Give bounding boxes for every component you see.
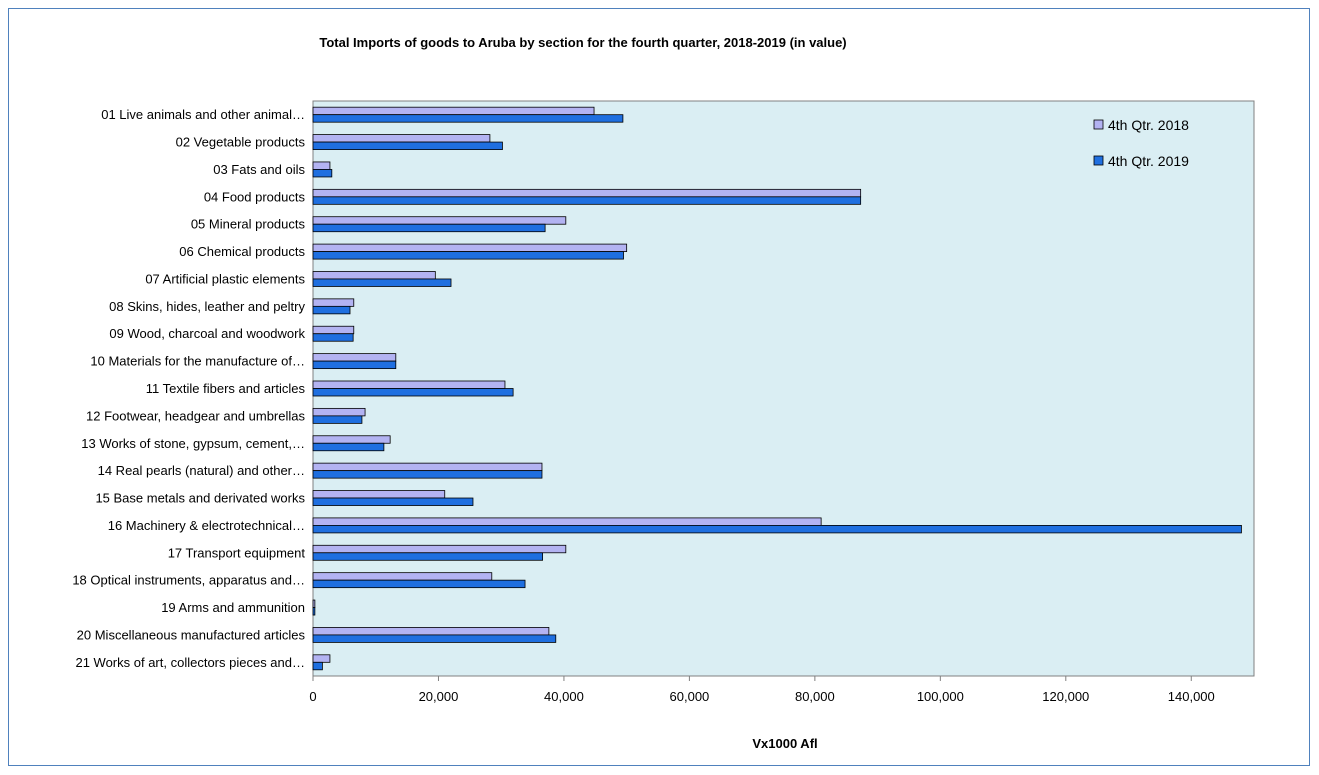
bar-2018-12 — [312, 407, 366, 417]
bar-2019-20 — [312, 634, 557, 643]
bar-2018-6 — [312, 243, 628, 252]
bar-2018-19 — [312, 599, 316, 608]
category-label: 02 Vegetable products — [176, 135, 306, 150]
bar-2019-16 — [312, 525, 1242, 534]
bar-2019-2 — [312, 141, 503, 150]
category-label: 04 Food products — [204, 189, 306, 204]
bar-2018-13 — [312, 435, 391, 444]
category-label: 21 Works of art, collectors pieces and… — [75, 655, 305, 670]
category-label: 12 Footwear, headgear and umbrellas — [86, 408, 305, 423]
x-tick-label: 20,000 — [419, 689, 459, 704]
category-label: 19 Arms and ammunition — [161, 600, 305, 615]
bar-2019-7 — [312, 278, 452, 287]
x-tick-label: 40,000 — [544, 689, 584, 704]
x-tick-label: 60,000 — [670, 689, 710, 704]
bar-2019-15 — [312, 497, 474, 506]
legend: 4th Qtr. 2018 4th Qtr. 2019 — [1093, 117, 1189, 169]
bar-2018-15 — [312, 490, 446, 499]
category-label: 09 Wood, charcoal and woodwork — [109, 326, 305, 341]
category-label: 11 Textile fibers and articles — [146, 381, 306, 396]
bar-2018-4 — [312, 188, 862, 198]
bar-2018-8 — [312, 298, 355, 307]
chart-frame: Total Imports of goods to Aruba by secti… — [8, 8, 1310, 766]
bar-2019-9 — [312, 333, 354, 342]
bar-2018-7 — [312, 271, 436, 280]
legend-swatch-2019 — [1093, 155, 1104, 166]
bar-chart: Total Imports of goods to Aruba by secti… — [72, 35, 1255, 751]
legend-label-2018: 4th Qtr. 2018 — [1108, 117, 1189, 133]
category-label: 20 Miscellaneous manufactured articles — [77, 627, 306, 642]
x-axis-title: Vx1000 Afl — [752, 736, 817, 751]
category-label: 08 Skins, hides, leather and peltry — [109, 299, 305, 314]
bar-2018-16 — [312, 517, 822, 526]
category-label: 17 Transport equipment — [168, 545, 306, 560]
bar-2018-3 — [312, 161, 331, 170]
chart-title: Total Imports of goods to Aruba by secti… — [319, 35, 846, 50]
bar-2019-14 — [312, 470, 543, 479]
bar-2018-17 — [312, 544, 567, 554]
category-label: 03 Fats and oils — [213, 162, 305, 177]
category-labels: 01 Live animals and other animal… 02 Vege… — [72, 107, 305, 670]
bar-2018-14 — [312, 462, 543, 472]
category-label: 13 Works of stone, gypsum, cement,… — [81, 436, 305, 451]
category-label: 15 Base metals and derivated works — [95, 491, 305, 506]
x-tick-label: 140,000 — [1168, 689, 1215, 704]
bar-2019-19 — [312, 607, 316, 616]
bar-2019-21 — [312, 661, 323, 671]
bar-2018-18 — [312, 572, 493, 581]
bar-2019-12 — [312, 415, 363, 424]
bar-2019-4 — [312, 196, 862, 205]
category-label: 01 Live animals and other animal… — [101, 107, 305, 122]
bar-2019-18 — [312, 579, 526, 589]
x-tick-label: 100,000 — [917, 689, 964, 704]
bar-2018-5 — [312, 216, 567, 225]
bar-2018-11 — [312, 380, 506, 389]
bar-2019-10 — [312, 360, 397, 370]
category-label: 06 Chemical products — [179, 244, 305, 259]
x-tick-label: 120,000 — [1042, 689, 1089, 704]
bar-2019-3 — [312, 169, 333, 178]
category-label: 10 Materials for the manufacture of… — [90, 354, 305, 369]
x-axis: 0 20,000 40,000 60,000 80,000 100,000 120,000 1… — [309, 675, 1254, 704]
bar-2019-8 — [312, 305, 351, 315]
bar-2019-6 — [312, 251, 624, 260]
category-label: 14 Real pearls (natural) and other… — [98, 463, 305, 478]
category-label: 16 Machinery & electrotechnical… — [108, 518, 305, 533]
legend-swatch-2018 — [1093, 119, 1104, 130]
category-label: 07 Artificial plastic elements — [145, 271, 305, 286]
bar-2019-11 — [312, 388, 514, 397]
bar-2018-9 — [312, 325, 355, 335]
bar-2018-20 — [312, 627, 550, 636]
bar-2019-5 — [312, 223, 546, 233]
bar-2019-1 — [312, 114, 624, 123]
bar-2019-13 — [312, 442, 385, 452]
x-tick-label: 0 — [309, 689, 316, 704]
bar-2018-21 — [312, 654, 331, 663]
bars-group — [312, 106, 1242, 671]
category-label: 18 Optical instruments, apparatus and… — [72, 573, 305, 588]
x-tick-label: 80,000 — [795, 689, 835, 704]
category-label: 05 Mineral products — [191, 217, 306, 232]
bar-2018-2 — [312, 134, 491, 143]
legend-label-2019: 4th Qtr. 2019 — [1108, 153, 1189, 169]
bar-2018-1 — [312, 106, 595, 116]
bar-2018-10 — [312, 353, 397, 362]
bar-2019-17 — [312, 552, 544, 561]
